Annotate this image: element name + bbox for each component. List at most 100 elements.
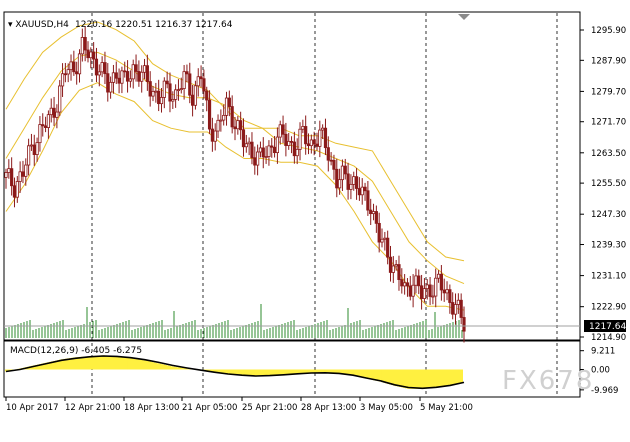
candle-body	[24, 164, 28, 177]
candle-body	[366, 190, 370, 211]
candle-body	[453, 304, 458, 315]
time-tick-label: 12 Apr 21:00	[65, 403, 120, 413]
candle-body	[89, 51, 93, 59]
candle-body	[72, 61, 76, 73]
candle-body	[329, 159, 333, 162]
candle-body	[338, 179, 342, 189]
candle-body	[109, 81, 113, 93]
candle-body	[60, 73, 65, 87]
candle-body	[174, 89, 178, 100]
time-tick-label: 21 Apr 05:00	[182, 403, 237, 413]
candle-body	[193, 85, 198, 106]
candle-body	[142, 65, 147, 73]
candle-body	[213, 130, 217, 142]
candle-body	[267, 145, 271, 157]
candle-body	[165, 80, 169, 85]
candle-body	[224, 97, 229, 116]
candle-body	[405, 282, 410, 287]
candle-body	[27, 145, 31, 166]
candle-body	[230, 106, 234, 128]
volume-bars	[5, 304, 463, 338]
candle-body	[196, 76, 200, 87]
candle-body	[207, 99, 212, 130]
candle-body	[275, 136, 280, 154]
candle-body	[315, 143, 319, 147]
candle-body	[357, 188, 361, 196]
candle-body	[335, 168, 339, 189]
candle-body	[69, 61, 73, 71]
time-axis: 10 Apr 2017 12 Apr 21:00 18 Apr 13:00 21 Ap…	[5, 397, 473, 413]
candle-body	[182, 71, 186, 89]
candle-body	[247, 141, 251, 145]
candle-body	[445, 289, 449, 294]
current-price-label: 1217.64	[589, 322, 626, 332]
candle-body	[162, 80, 166, 98]
candle-body	[41, 124, 45, 127]
price-tick-label: 1255.50	[591, 179, 626, 189]
candle-body	[128, 78, 132, 82]
candle-body	[434, 277, 438, 297]
price-tick-label: 1239.30	[591, 241, 626, 251]
price-tick-label: 1247.30	[591, 210, 626, 220]
candle-body	[287, 140, 291, 146]
candle-body	[323, 127, 328, 149]
candle-body	[439, 273, 443, 291]
time-tick-label: 3 May 05:00	[360, 403, 413, 413]
candle-body	[185, 71, 189, 75]
candle-body	[92, 51, 96, 60]
candle-body	[18, 171, 22, 182]
candle-body	[253, 157, 257, 166]
candle-body	[131, 64, 135, 80]
candle-body	[332, 159, 336, 170]
candle-body	[349, 183, 353, 190]
candle-body	[58, 85, 62, 113]
candle-body	[83, 37, 87, 51]
watermark-text: FX678	[502, 366, 594, 396]
candle-body	[236, 120, 240, 130]
candle-body	[188, 73, 192, 96]
macd-signal-line	[5, 355, 465, 390]
candle-body	[55, 111, 59, 118]
candle-body	[380, 238, 384, 243]
candle-body	[216, 119, 220, 132]
candle-body	[29, 144, 34, 147]
menu-triangle-icon: ▾	[8, 20, 15, 30]
main-plot-area[interactable]	[3, 11, 581, 341]
candle-body	[261, 147, 265, 158]
candle-body	[256, 151, 260, 166]
candle-body	[292, 141, 296, 157]
candle-body	[318, 129, 322, 147]
candle-body	[222, 114, 226, 121]
candle-body	[419, 285, 424, 299]
price-tick-label: 1263.50	[591, 149, 626, 159]
price-tick-label: 1279.70	[591, 87, 626, 97]
candle-body	[422, 288, 427, 299]
candle-body	[431, 295, 435, 298]
candle-body	[168, 83, 172, 102]
candle-body	[304, 126, 308, 145]
candle-body	[352, 176, 356, 185]
candle-body	[159, 97, 164, 105]
candle-body	[140, 71, 144, 82]
candle-body	[100, 62, 104, 73]
candle-body	[52, 107, 56, 118]
ohlc-values: 1220.16 1220.51 1216.37 1217.64	[75, 20, 233, 30]
shift-marker-icon[interactable]	[458, 14, 470, 20]
candle-body	[377, 222, 381, 243]
chart-header-symbol: ▾ XAUUSD,H4	[8, 20, 69, 30]
candle-body	[340, 165, 345, 181]
candle-body	[417, 275, 421, 287]
candle-body	[244, 143, 248, 148]
time-tick-label: 18 Apr 13:00	[124, 403, 179, 413]
candle-body	[278, 124, 282, 138]
candle-body	[151, 91, 155, 97]
candle-body	[145, 65, 149, 82]
symbol-timeframe-label: XAUUSD,H4	[15, 20, 69, 30]
candle-body	[171, 98, 175, 102]
candle-body	[179, 88, 183, 91]
candle-body	[374, 211, 378, 224]
candle-body	[103, 62, 107, 75]
time-tick-label: 10 Apr 2017	[6, 403, 59, 413]
candle-body	[360, 186, 364, 196]
